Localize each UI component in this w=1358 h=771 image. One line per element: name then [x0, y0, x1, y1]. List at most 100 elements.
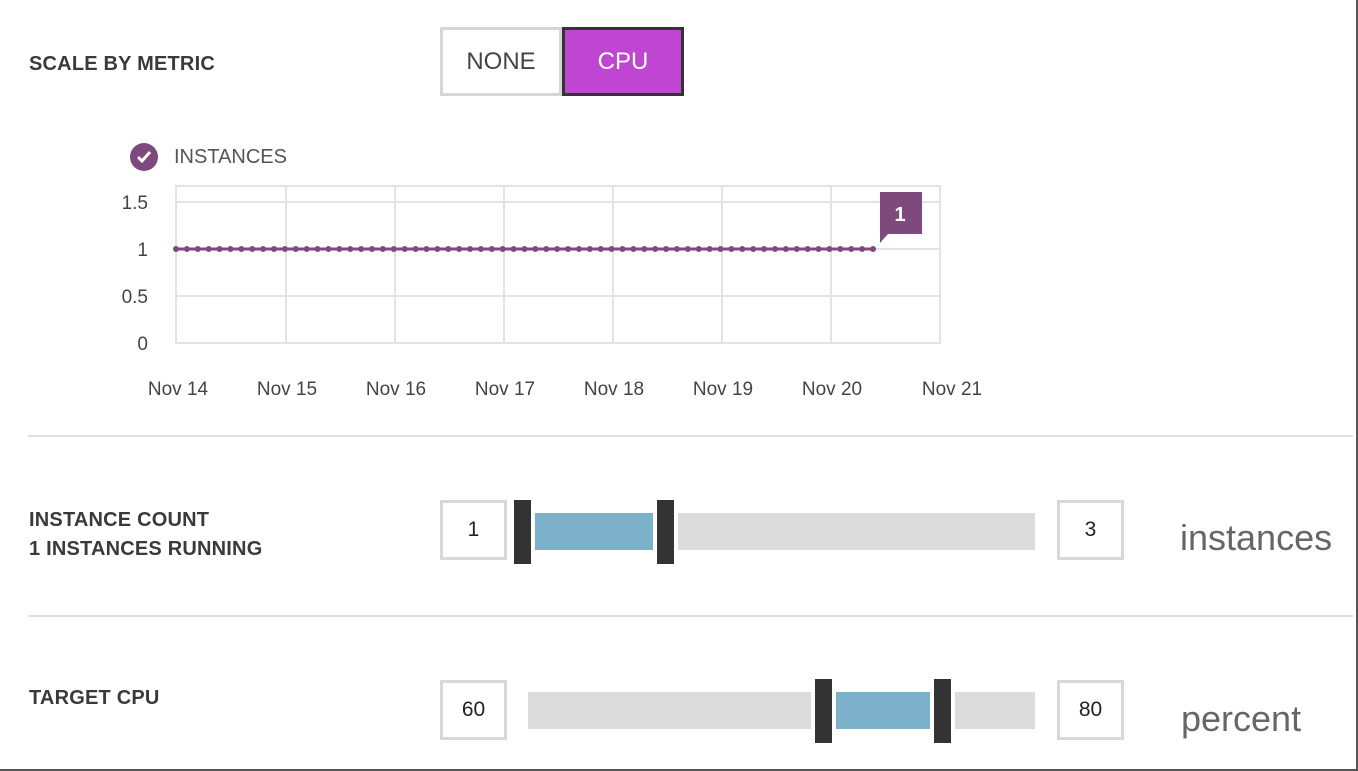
data-point — [205, 246, 212, 252]
instance-slider-min-handle[interactable] — [514, 500, 531, 564]
data-point — [565, 246, 572, 252]
cpu-slider-max-handle[interactable] — [933, 679, 951, 743]
x-tick-label: Nov 15 — [257, 379, 317, 400]
data-point — [739, 246, 746, 252]
data-point — [848, 246, 855, 252]
plot-area — [175, 185, 941, 344]
scale-metric-toggle: NONE CPU — [440, 27, 684, 96]
data-point — [379, 246, 386, 252]
y-tick-label: 1 — [137, 240, 148, 261]
chart-legend[interactable]: INSTANCES — [130, 143, 287, 171]
toggle-option-none[interactable]: NONE — [440, 27, 562, 96]
data-point — [543, 246, 550, 252]
data-point — [673, 246, 680, 252]
instances-running-label: 1 INSTANCES RUNNING — [29, 538, 263, 560]
data-point — [499, 246, 506, 252]
data-point — [826, 246, 833, 252]
cpu-max-input[interactable]: 80 — [1057, 680, 1124, 740]
last-value-callout — [880, 192, 922, 243]
cpu-min-input[interactable]: 60 — [440, 680, 507, 740]
data-point — [390, 246, 397, 252]
data-point — [271, 246, 278, 252]
x-tick-label: Nov 21 — [922, 379, 982, 400]
data-point — [467, 246, 474, 252]
data-point — [358, 246, 365, 252]
data-point — [477, 246, 484, 252]
data-point — [456, 246, 463, 252]
data-point — [488, 246, 495, 252]
data-point — [434, 246, 441, 252]
y-tick-label: 0 — [137, 334, 148, 355]
cpu-slider-track[interactable] — [528, 692, 1035, 729]
data-point — [706, 246, 713, 252]
data-point — [445, 246, 452, 252]
data-point — [510, 246, 517, 252]
cpu-slider-range — [836, 692, 930, 729]
x-tick-label: Nov 14 — [148, 379, 209, 400]
data-point — [837, 246, 844, 252]
data-point — [782, 246, 789, 252]
data-point — [314, 246, 321, 252]
data-point — [554, 246, 561, 252]
data-point — [336, 246, 343, 252]
data-point — [597, 246, 604, 252]
data-point — [728, 246, 735, 252]
data-point — [401, 246, 408, 252]
data-point — [717, 246, 724, 252]
data-point — [586, 246, 593, 252]
data-point — [194, 246, 201, 252]
x-tick-label: Nov 20 — [802, 379, 862, 400]
data-point — [684, 246, 691, 252]
y-tick-label: 0.5 — [122, 287, 148, 308]
data-point — [750, 246, 757, 252]
data-point — [521, 246, 528, 252]
target-cpu-label: TARGET CPU — [29, 687, 160, 709]
cpu-slider-min-handle[interactable] — [815, 679, 833, 743]
x-tick-label: Nov 18 — [584, 379, 644, 400]
x-tick-label: Nov 16 — [366, 379, 426, 400]
checkmark-icon[interactable] — [130, 143, 158, 171]
data-point — [630, 246, 637, 252]
data-point — [347, 246, 354, 252]
data-point — [292, 246, 299, 252]
data-point — [608, 246, 615, 252]
data-point — [793, 246, 800, 252]
data-point — [619, 246, 626, 252]
data-point — [859, 246, 866, 252]
instance-min-input[interactable]: 1 — [440, 500, 507, 560]
data-point — [227, 246, 234, 252]
data-point — [575, 246, 582, 252]
data-point — [870, 246, 876, 252]
instance-slider-range — [535, 513, 653, 550]
data-point — [173, 246, 179, 252]
instance-max-input[interactable]: 3 — [1057, 500, 1124, 560]
data-point — [216, 246, 223, 252]
data-point — [238, 246, 245, 252]
data-point — [369, 246, 376, 252]
data-point — [641, 246, 648, 252]
data-point — [325, 246, 332, 252]
data-point — [771, 246, 778, 252]
data-point — [815, 246, 822, 252]
data-point — [695, 246, 702, 252]
x-tick-label: Nov 19 — [693, 379, 753, 400]
data-point — [761, 246, 768, 252]
instance-slider-max-handle[interactable] — [657, 500, 674, 564]
data-point — [423, 246, 430, 252]
data-point — [303, 246, 310, 252]
scale-by-metric-label: SCALE BY METRIC — [29, 53, 215, 75]
data-point — [663, 246, 670, 252]
data-point — [249, 246, 256, 252]
x-tick-label: Nov 17 — [475, 379, 535, 400]
legend-label: INSTANCES — [174, 145, 287, 168]
y-tick-label: 1.5 — [122, 193, 148, 214]
data-point — [532, 246, 539, 252]
data-point — [183, 246, 190, 252]
divider — [28, 615, 1353, 617]
toggle-option-cpu[interactable]: CPU — [562, 27, 684, 96]
data-point — [281, 246, 288, 252]
instance-count-label: INSTANCE COUNT — [29, 509, 210, 531]
divider — [28, 435, 1353, 437]
instances-chart: 0 0.5 1 1.5 Nov 14 Nov 15 Nov 16 Nov 17 Nov 18 No… — [122, 185, 982, 400]
